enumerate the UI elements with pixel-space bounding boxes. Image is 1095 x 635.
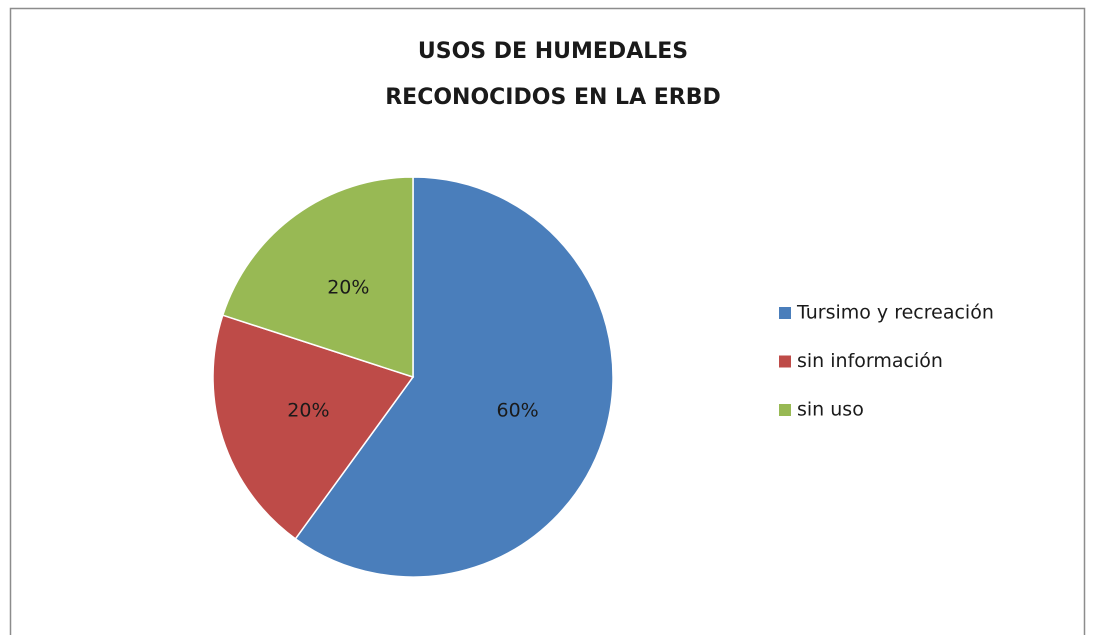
- legend-swatch: [779, 404, 791, 416]
- data-label: 20%: [287, 399, 329, 421]
- legend-label: sin uso: [797, 399, 864, 421]
- legend-label: Tursimo y recreación: [796, 302, 994, 324]
- legend-label: sin información: [797, 350, 943, 372]
- chart-title: USOS DE HUMEDALES: [418, 39, 688, 64]
- legend-swatch: [779, 307, 791, 319]
- data-label: 60%: [496, 399, 538, 421]
- legend-swatch: [779, 355, 791, 368]
- chart-title: RECONOCIDOS EN LA ERBD: [385, 85, 721, 110]
- pie-slice: [212, 314, 415, 540]
- pie-slice: [294, 176, 614, 578]
- data-label: 20%: [327, 277, 369, 299]
- pie-slice: [221, 176, 414, 379]
